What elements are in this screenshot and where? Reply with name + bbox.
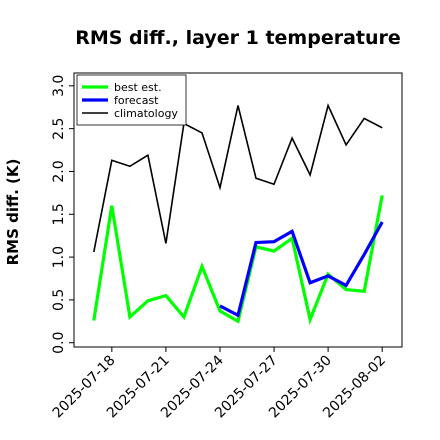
y-axis-label: RMS diff. (K) xyxy=(4,159,22,266)
y-tick-label: 1.5 xyxy=(51,203,67,225)
y-axis: 0.0 0.5 1.0 1.5 2.0 2.5 3.0 xyxy=(51,75,74,354)
y-tick-label: 1.0 xyxy=(51,246,67,268)
series-line-climatology xyxy=(93,103,383,253)
chart-title: RMS diff., layer 1 temperature xyxy=(75,27,401,49)
legend-label: climatology xyxy=(114,107,178,120)
legend-label: forecast xyxy=(114,94,159,107)
series-line-forecast xyxy=(219,221,384,318)
y-tick-label: 0.0 xyxy=(51,332,67,354)
y-tick-label: 3.0 xyxy=(51,75,67,97)
x-axis: 2025-07-182025-07-212025-07-242025-07-27… xyxy=(50,347,389,421)
series-lines xyxy=(92,103,384,326)
plot-area xyxy=(73,72,403,348)
y-tick-label: 2.0 xyxy=(51,160,67,182)
series-line-best-est- xyxy=(92,195,384,326)
legend-label: best est. xyxy=(114,81,162,94)
y-tick-label: 0.5 xyxy=(51,289,67,311)
y-tick-label: 2.5 xyxy=(51,118,67,140)
